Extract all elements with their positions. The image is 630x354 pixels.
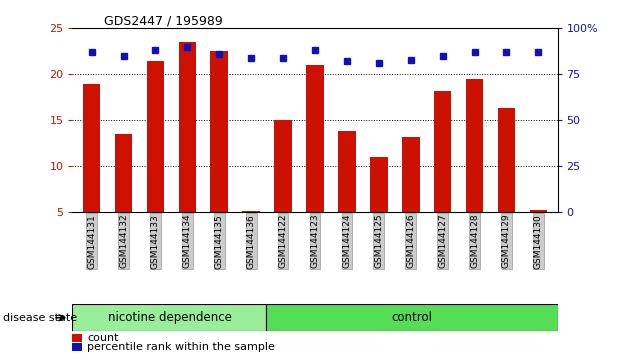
Bar bbox=[530, 210, 547, 212]
Text: disease state: disease state bbox=[3, 313, 77, 323]
Bar bbox=[402, 137, 420, 212]
Bar bbox=[72, 304, 266, 331]
Bar bbox=[370, 157, 387, 212]
Bar bbox=[72, 343, 82, 351]
Text: percentile rank within the sample: percentile rank within the sample bbox=[87, 342, 275, 352]
Bar bbox=[306, 65, 324, 212]
Bar bbox=[243, 211, 260, 212]
Bar bbox=[147, 61, 164, 212]
Bar bbox=[83, 84, 100, 212]
Bar bbox=[434, 91, 452, 212]
Bar bbox=[498, 108, 515, 212]
Bar bbox=[274, 120, 292, 212]
Bar bbox=[266, 304, 558, 331]
Bar bbox=[466, 79, 483, 212]
Bar bbox=[210, 51, 228, 212]
Text: GDS2447 / 195989: GDS2447 / 195989 bbox=[104, 14, 222, 27]
Bar bbox=[338, 131, 356, 212]
Bar bbox=[72, 334, 82, 342]
Text: control: control bbox=[391, 311, 433, 324]
Bar bbox=[115, 134, 132, 212]
Bar bbox=[178, 42, 196, 212]
Text: nicotine dependence: nicotine dependence bbox=[108, 311, 231, 324]
Text: count: count bbox=[87, 333, 118, 343]
